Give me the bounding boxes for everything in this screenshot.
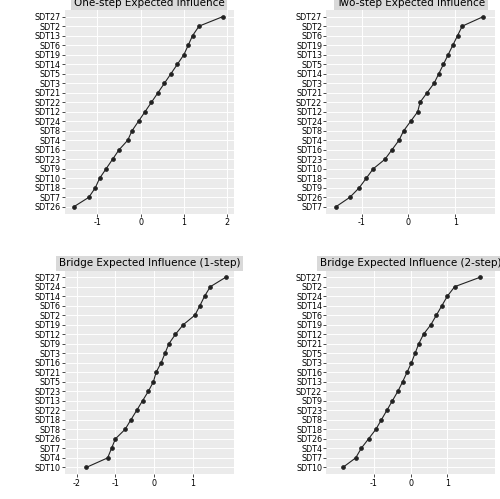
Title: Bridge Expected Influence (1-step): Bridge Expected Influence (1-step): [58, 258, 240, 268]
Title: Two-step Expected Influence: Two-step Expected Influence: [336, 0, 485, 8]
Title: One-step Expected Influence: One-step Expected Influence: [74, 0, 225, 8]
Title: Bridge Expected Influence (2-step): Bridge Expected Influence (2-step): [320, 258, 500, 268]
